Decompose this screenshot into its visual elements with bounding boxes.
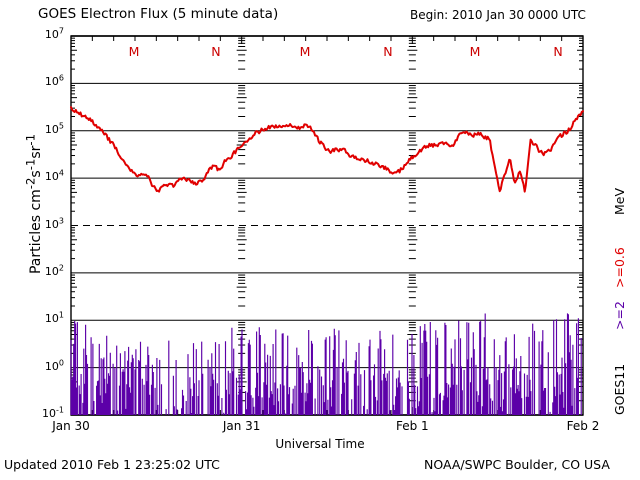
day-night-marker: M <box>469 44 481 59</box>
satellite-label: GOES11 <box>612 363 627 415</box>
x-tick-label: Feb 1 <box>395 419 429 433</box>
series-ge2mev <box>70 313 582 415</box>
y-tick-label: 104 <box>44 168 64 184</box>
chart-title: GOES Electron Flux (5 minute data) <box>38 6 279 22</box>
legend-ge2mev: >=2 <box>612 301 627 330</box>
y-tick-label: 106 <box>44 73 64 89</box>
y-tick-label: 105 <box>44 121 64 136</box>
x-axis-label: Universal Time <box>275 437 365 451</box>
day-night-marker: M <box>128 44 140 59</box>
credit-label: NOAA/SWPC Boulder, CO USA <box>424 457 610 472</box>
x-tick-label: Jan 31 <box>222 419 261 433</box>
energy-unit-label: MeV <box>612 187 627 215</box>
y-tick-label: 102 <box>44 263 64 278</box>
day-night-marker: N <box>553 44 563 59</box>
begin-time-label: Begin: 2010 Jan 30 0000 UTC <box>410 8 586 22</box>
x-tick-label: Jan 30 <box>52 419 90 433</box>
day-night-marker: N <box>383 44 393 59</box>
y-tick-label: 101 <box>44 310 64 326</box>
series-ge06mev <box>70 106 584 193</box>
day-night-marker: M <box>299 44 311 59</box>
y-tick-label: 100 <box>44 357 64 373</box>
updated-timestamp: Updated 2010 Feb 1 23:25:02 UTC <box>4 457 220 472</box>
legend-ge06mev: >=0.6 <box>612 247 627 288</box>
plot-frame <box>70 35 584 416</box>
day-night-marker: N <box>211 44 221 59</box>
y-tick-label: 107 <box>44 26 64 41</box>
y-tick-label: 103 <box>44 215 64 231</box>
y-tick-label: 10-1 <box>42 405 64 420</box>
x-tick-label: Feb 2 <box>566 419 600 433</box>
